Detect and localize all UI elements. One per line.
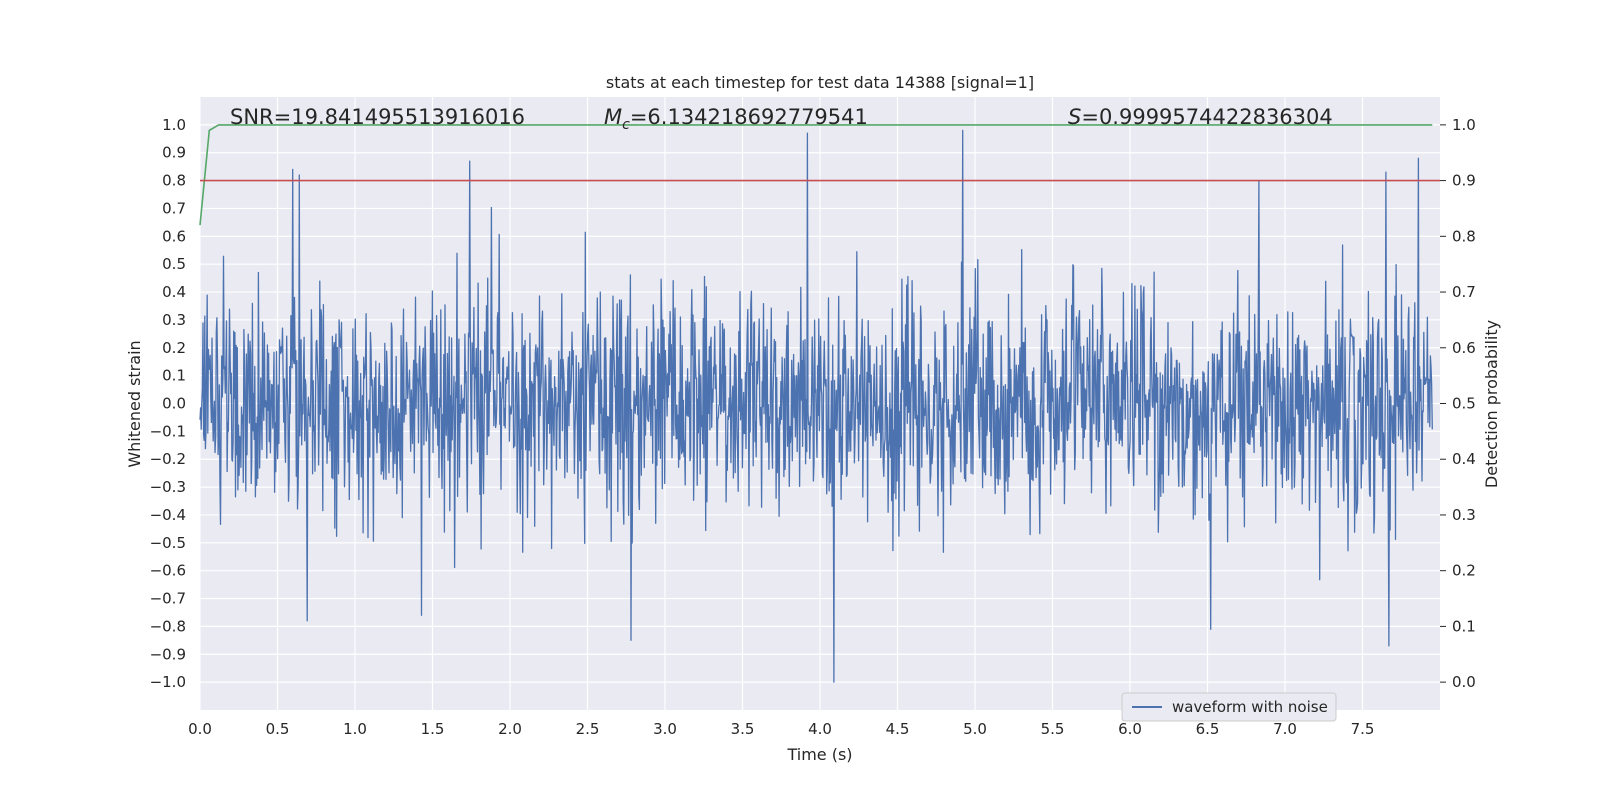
y-tick-label: 0.6 xyxy=(162,227,186,245)
y-tick-label: 0.3 xyxy=(162,311,186,329)
y-tick-label: 0.9 xyxy=(162,144,186,162)
x-tick-label: 6.0 xyxy=(1118,720,1142,738)
chirp-mass-annotation: Mc=6.134218692779541 xyxy=(604,105,868,133)
x-tick-label: 1.0 xyxy=(343,720,367,738)
x-tick-label: 1.5 xyxy=(421,720,445,738)
y2-axis-label: Detection probability xyxy=(1482,320,1501,488)
legend: waveform with noise xyxy=(1121,692,1337,722)
y2-tick-label: 0.3 xyxy=(1452,506,1476,524)
x-tick-label: 0.0 xyxy=(188,720,212,738)
x-tick-label: 5.5 xyxy=(1041,720,1065,738)
y-tick-label: −0.6 xyxy=(150,562,186,580)
y2-tick-label: 0.9 xyxy=(1452,172,1476,190)
y-tick-label: −0.4 xyxy=(150,506,186,524)
overlay-lines xyxy=(199,124,1440,226)
y-tick-label: −0.1 xyxy=(150,422,186,440)
x-tick-label: 3.5 xyxy=(731,720,755,738)
y-axis-label: Whitened strain xyxy=(125,340,144,467)
score-annotation: S=0.9999574422836304 xyxy=(1068,105,1333,129)
x-tick-label: 0.5 xyxy=(266,720,290,738)
legend-box xyxy=(1121,692,1337,722)
y-tick-label: 0.5 xyxy=(162,255,186,273)
y-tick-label: 0.2 xyxy=(162,339,186,357)
y-tick-label: 0.1 xyxy=(162,367,186,385)
y-tick-label: −1.0 xyxy=(150,673,186,691)
y2-tick-label: 0.4 xyxy=(1452,450,1476,468)
x-tick-label: 2.5 xyxy=(576,720,600,738)
y2-tick-label: 0.5 xyxy=(1452,395,1476,413)
legend-label: waveform with noise xyxy=(1172,698,1328,716)
y2-tick-label: 1.0 xyxy=(1452,116,1476,134)
y-tick-label: −0.9 xyxy=(150,645,186,663)
chart-title: stats at each timestep for test data 143… xyxy=(606,73,1034,92)
x-axis-label: Time (s) xyxy=(786,745,852,764)
waveform-series xyxy=(199,129,1433,683)
y2-tick-label: 0.6 xyxy=(1452,339,1476,357)
y-tick-label: 0.8 xyxy=(162,172,186,190)
y2-tick-label: 0.8 xyxy=(1452,227,1476,245)
y2-tick-label: 0.2 xyxy=(1452,562,1476,580)
y-tick-label: −0.5 xyxy=(150,534,186,552)
y-tick-label: 0.4 xyxy=(162,283,186,301)
y-tick-label: −0.8 xyxy=(150,617,186,635)
waveform-line xyxy=(199,129,1433,683)
y-tick-label: −0.2 xyxy=(150,450,186,468)
snr-annotation: SNR=19.841495513916016 xyxy=(230,105,525,129)
x-tick-label: 7.5 xyxy=(1351,720,1375,738)
y2-tick-label: 0.0 xyxy=(1452,673,1476,691)
y-tick-label: 1.0 xyxy=(162,116,186,134)
x-tick-label: 6.5 xyxy=(1196,720,1220,738)
x-tick-label: 7.0 xyxy=(1273,720,1297,738)
y-tick-label: −0.7 xyxy=(150,590,186,608)
x-tick-label: 4.5 xyxy=(886,720,910,738)
x-tick-label: 3.0 xyxy=(653,720,677,738)
x-tick-label: 5.0 xyxy=(963,720,987,738)
y-tick-label: 0.0 xyxy=(162,395,186,413)
y2-tick-label: 0.1 xyxy=(1452,617,1476,635)
y-tick-label: 0.7 xyxy=(162,199,186,217)
axes: 0.0 0.5 1.0 1.5 2.0 2.5 3.0 3.5 4.0 4.5 5.0 5.5 6.0 6… xyxy=(150,116,1476,738)
detection-probability-line xyxy=(199,124,1433,226)
y-tick-label: −0.3 xyxy=(150,478,186,496)
x-tick-label: 4.0 xyxy=(808,720,832,738)
y2-tick-label: 0.7 xyxy=(1452,283,1476,301)
x-tick-label: 2.0 xyxy=(498,720,522,738)
